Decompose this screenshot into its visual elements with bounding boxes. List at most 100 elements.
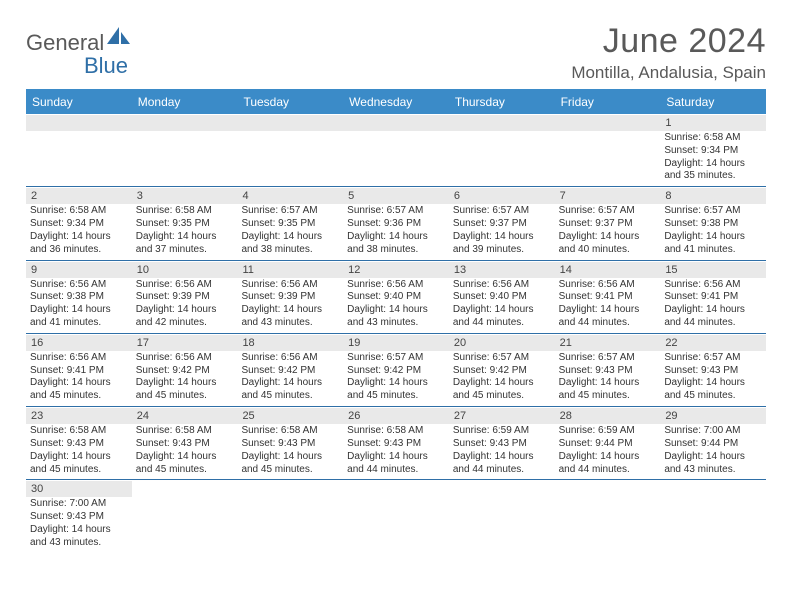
sunrise-text: Sunrise: 6:57 AM bbox=[559, 352, 657, 365]
daylight-text: Daylight: 14 hours and 43 minutes. bbox=[347, 304, 445, 330]
calendar-day: 8Sunrise: 6:57 AMSunset: 9:38 PMDaylight… bbox=[660, 187, 766, 259]
daylight-text: Daylight: 14 hours and 35 minutes. bbox=[664, 158, 762, 184]
sunrise-text: Sunrise: 6:56 AM bbox=[30, 279, 128, 292]
day-number: 5 bbox=[343, 188, 449, 204]
sunset-text: Sunset: 9:40 PM bbox=[453, 291, 551, 304]
weekday-header: Thursday bbox=[449, 90, 555, 114]
empty-daynum bbox=[237, 115, 343, 131]
calendar-week: 23Sunrise: 6:58 AMSunset: 9:43 PMDayligh… bbox=[26, 407, 766, 480]
daylight-text: Daylight: 14 hours and 44 minutes. bbox=[453, 304, 551, 330]
sunset-text: Sunset: 9:38 PM bbox=[30, 291, 128, 304]
daylight-text: Daylight: 14 hours and 41 minutes. bbox=[664, 231, 762, 257]
calendar-day: 25Sunrise: 6:58 AMSunset: 9:43 PMDayligh… bbox=[237, 407, 343, 479]
calendar-week: 16Sunrise: 6:56 AMSunset: 9:41 PMDayligh… bbox=[26, 334, 766, 407]
calendar-empty bbox=[343, 480, 449, 552]
calendar-day: 29Sunrise: 7:00 AMSunset: 9:44 PMDayligh… bbox=[660, 407, 766, 479]
daylight-text: Daylight: 14 hours and 43 minutes. bbox=[30, 524, 128, 550]
day-number: 3 bbox=[132, 188, 238, 204]
calendar-day: 18Sunrise: 6:56 AMSunset: 9:42 PMDayligh… bbox=[237, 334, 343, 406]
header: General Blue June 2024 Montilla, Andalus… bbox=[26, 22, 766, 83]
sunset-text: Sunset: 9:36 PM bbox=[347, 218, 445, 231]
daylight-text: Daylight: 14 hours and 44 minutes. bbox=[664, 304, 762, 330]
calendar-week: 2Sunrise: 6:58 AMSunset: 9:34 PMDaylight… bbox=[26, 187, 766, 260]
sunset-text: Sunset: 9:43 PM bbox=[241, 438, 339, 451]
sunset-text: Sunset: 9:40 PM bbox=[347, 291, 445, 304]
calendar-day: 20Sunrise: 6:57 AMSunset: 9:42 PMDayligh… bbox=[449, 334, 555, 406]
day-number: 6 bbox=[449, 188, 555, 204]
daylight-text: Daylight: 14 hours and 44 minutes. bbox=[559, 451, 657, 477]
page-title: June 2024 bbox=[571, 22, 766, 61]
calendar-day: 4Sunrise: 6:57 AMSunset: 9:35 PMDaylight… bbox=[237, 187, 343, 259]
day-number: 29 bbox=[660, 408, 766, 424]
sunset-text: Sunset: 9:37 PM bbox=[559, 218, 657, 231]
sunrise-text: Sunrise: 6:58 AM bbox=[30, 425, 128, 438]
calendar-empty bbox=[660, 480, 766, 552]
daylight-text: Daylight: 14 hours and 42 minutes. bbox=[136, 304, 234, 330]
day-number: 16 bbox=[26, 335, 132, 351]
calendar-empty bbox=[26, 114, 132, 186]
day-number: 18 bbox=[237, 335, 343, 351]
sunrise-text: Sunrise: 6:59 AM bbox=[453, 425, 551, 438]
sunrise-text: Sunrise: 7:00 AM bbox=[664, 425, 762, 438]
daylight-text: Daylight: 14 hours and 45 minutes. bbox=[347, 377, 445, 403]
calendar-day: 24Sunrise: 6:58 AMSunset: 9:43 PMDayligh… bbox=[132, 407, 238, 479]
daylight-text: Daylight: 14 hours and 45 minutes. bbox=[453, 377, 551, 403]
sunset-text: Sunset: 9:35 PM bbox=[241, 218, 339, 231]
calendar-week: 30Sunrise: 7:00 AMSunset: 9:43 PMDayligh… bbox=[26, 480, 766, 552]
daylight-text: Daylight: 14 hours and 45 minutes. bbox=[136, 451, 234, 477]
location: Montilla, Andalusia, Spain bbox=[571, 63, 766, 83]
day-number: 13 bbox=[449, 262, 555, 278]
day-number: 19 bbox=[343, 335, 449, 351]
calendar-day: 13Sunrise: 6:56 AMSunset: 9:40 PMDayligh… bbox=[449, 261, 555, 333]
daylight-text: Daylight: 14 hours and 45 minutes. bbox=[30, 377, 128, 403]
calendar-day: 12Sunrise: 6:56 AMSunset: 9:40 PMDayligh… bbox=[343, 261, 449, 333]
sunset-text: Sunset: 9:42 PM bbox=[241, 365, 339, 378]
calendar-day: 5Sunrise: 6:57 AMSunset: 9:36 PMDaylight… bbox=[343, 187, 449, 259]
sunset-text: Sunset: 9:43 PM bbox=[30, 438, 128, 451]
sunset-text: Sunset: 9:43 PM bbox=[453, 438, 551, 451]
day-number: 30 bbox=[26, 481, 132, 497]
sunrise-text: Sunrise: 6:57 AM bbox=[664, 352, 762, 365]
sunset-text: Sunset: 9:43 PM bbox=[30, 511, 128, 524]
daylight-text: Daylight: 14 hours and 40 minutes. bbox=[559, 231, 657, 257]
calendar-day: 11Sunrise: 6:56 AMSunset: 9:39 PMDayligh… bbox=[237, 261, 343, 333]
daylight-text: Daylight: 14 hours and 41 minutes. bbox=[30, 304, 128, 330]
daylight-text: Daylight: 14 hours and 45 minutes. bbox=[664, 377, 762, 403]
daylight-text: Daylight: 14 hours and 38 minutes. bbox=[347, 231, 445, 257]
day-number: 27 bbox=[449, 408, 555, 424]
sunset-text: Sunset: 9:39 PM bbox=[241, 291, 339, 304]
sunset-text: Sunset: 9:41 PM bbox=[30, 365, 128, 378]
day-number: 8 bbox=[660, 188, 766, 204]
day-number: 24 bbox=[132, 408, 238, 424]
sunset-text: Sunset: 9:34 PM bbox=[30, 218, 128, 231]
logo-text-block: General Blue bbox=[26, 30, 132, 78]
calendar-empty bbox=[132, 114, 238, 186]
sunrise-text: Sunrise: 6:56 AM bbox=[241, 352, 339, 365]
daylight-text: Daylight: 14 hours and 44 minutes. bbox=[453, 451, 551, 477]
calendar-week: 1Sunrise: 6:58 AMSunset: 9:34 PMDaylight… bbox=[26, 114, 766, 187]
sunrise-text: Sunrise: 6:56 AM bbox=[559, 279, 657, 292]
day-number: 10 bbox=[132, 262, 238, 278]
sunrise-text: Sunrise: 6:56 AM bbox=[347, 279, 445, 292]
daylight-text: Daylight: 14 hours and 45 minutes. bbox=[136, 377, 234, 403]
calendar-empty bbox=[132, 480, 238, 552]
day-number: 1 bbox=[660, 115, 766, 131]
weekday-header: Monday bbox=[132, 90, 238, 114]
sunset-text: Sunset: 9:43 PM bbox=[136, 438, 234, 451]
daylight-text: Daylight: 14 hours and 45 minutes. bbox=[241, 377, 339, 403]
calendar-day: 2Sunrise: 6:58 AMSunset: 9:34 PMDaylight… bbox=[26, 187, 132, 259]
sunset-text: Sunset: 9:43 PM bbox=[347, 438, 445, 451]
sunset-text: Sunset: 9:38 PM bbox=[664, 218, 762, 231]
daylight-text: Daylight: 14 hours and 39 minutes. bbox=[453, 231, 551, 257]
day-number: 17 bbox=[132, 335, 238, 351]
weekday-header: Wednesday bbox=[343, 90, 449, 114]
sunset-text: Sunset: 9:44 PM bbox=[664, 438, 762, 451]
calendar-day: 7Sunrise: 6:57 AMSunset: 9:37 PMDaylight… bbox=[555, 187, 661, 259]
page: General Blue June 2024 Montilla, Andalus… bbox=[0, 0, 792, 553]
sunrise-text: Sunrise: 6:57 AM bbox=[664, 205, 762, 218]
daylight-text: Daylight: 14 hours and 45 minutes. bbox=[241, 451, 339, 477]
empty-daynum bbox=[555, 115, 661, 131]
calendar-empty bbox=[237, 114, 343, 186]
calendar-week: 9Sunrise: 6:56 AMSunset: 9:38 PMDaylight… bbox=[26, 261, 766, 334]
sunset-text: Sunset: 9:34 PM bbox=[664, 145, 762, 158]
